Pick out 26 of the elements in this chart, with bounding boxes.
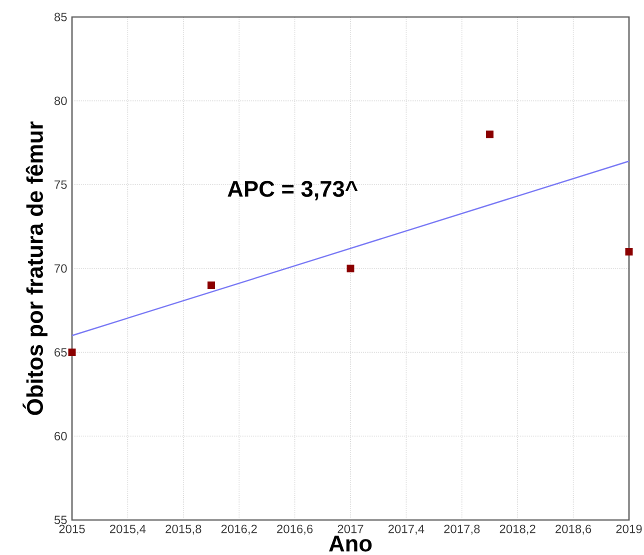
- point: [346, 264, 354, 272]
- x-tick-label: 2017,4: [388, 524, 424, 535]
- point: [486, 130, 494, 138]
- y-tick-label: 60: [54, 432, 67, 440]
- x-tick-label: 2015,8: [166, 524, 202, 535]
- x-tick-label: 2015,4: [110, 524, 146, 535]
- y-tick-label: 55: [54, 516, 67, 524]
- y-tick-label: 85: [54, 12, 67, 22]
- annotation: APC = 3,73^: [228, 180, 358, 200]
- y-tick-label: 75: [54, 180, 67, 189]
- y-tick-label: 70: [54, 264, 67, 273]
- x-tick-label: 2016,2: [221, 524, 257, 535]
- x-tick-label: 2018,6: [556, 524, 592, 535]
- x-tick-label: 2017,8: [444, 524, 480, 535]
- y-tick-label: 80: [54, 96, 67, 106]
- x-tick-label: 2018,2: [500, 524, 536, 535]
- x-tick-label: 2019: [616, 524, 642, 534]
- x-tick-label: 2017: [338, 524, 364, 534]
- y-tick-label: 65: [54, 348, 67, 357]
- point: [208, 282, 215, 289]
- x-tick-label: 2015: [59, 524, 85, 534]
- point: [68, 348, 76, 356]
- x-axis-title: Ano: [329, 536, 372, 552]
- point: [625, 248, 633, 256]
- y-axis-title: Óbitos por fratura de fêmur: [22, 122, 48, 415]
- x-tick-label: 2016,6: [277, 524, 313, 535]
